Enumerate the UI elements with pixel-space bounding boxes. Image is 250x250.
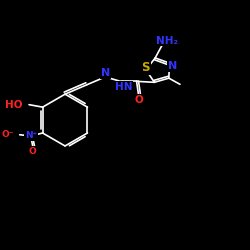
Text: O: O xyxy=(135,95,143,105)
Text: S: S xyxy=(141,61,150,74)
Text: N: N xyxy=(101,68,110,78)
Text: NH₂: NH₂ xyxy=(156,36,178,46)
Text: HO: HO xyxy=(5,100,22,110)
Text: O⁻: O⁻ xyxy=(2,130,14,139)
Text: N⁺: N⁺ xyxy=(25,132,37,140)
Text: O: O xyxy=(29,147,37,156)
Text: HN: HN xyxy=(115,82,132,92)
Text: N: N xyxy=(168,61,177,71)
